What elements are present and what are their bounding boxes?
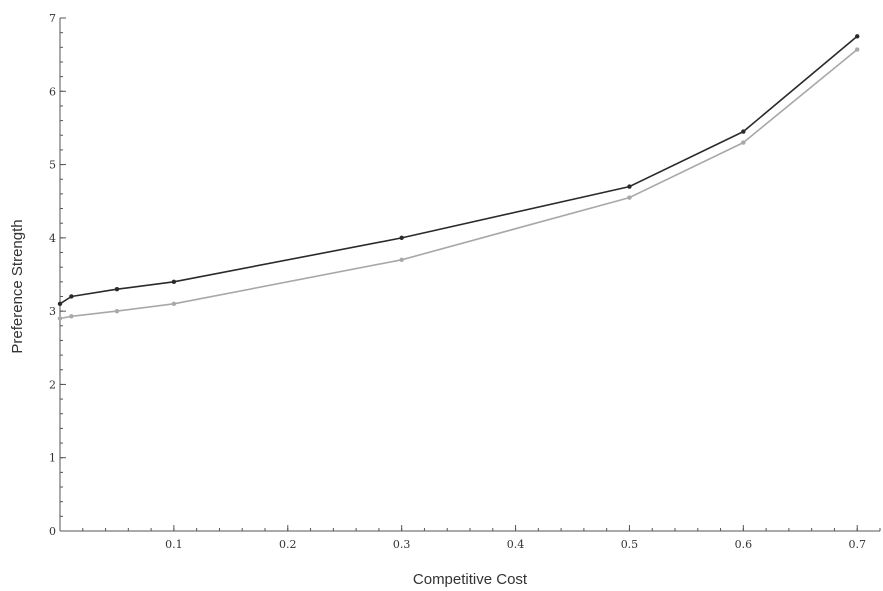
series-2-point: [855, 47, 860, 52]
x-tick-label: 0.5: [621, 538, 639, 551]
series-1-line: [59, 35, 858, 305]
y-tick-label: 1: [49, 452, 56, 465]
series-1: [57, 34, 860, 307]
series-1-point: [741, 129, 746, 134]
series-2-point: [171, 301, 177, 307]
series-1-point: [627, 184, 632, 189]
series-1-point: [69, 294, 74, 299]
y-tick-label: 3: [49, 305, 56, 318]
series-2-point: [57, 316, 63, 321]
x-tick-label: 0.6: [735, 538, 753, 551]
x-axis-title: Competitive Cost: [413, 571, 528, 588]
y-axis-title: Preference Strength: [9, 219, 26, 353]
series-1-point: [114, 286, 120, 292]
x-tick-label: 0.2: [279, 538, 297, 551]
y-tick-label: 2: [49, 378, 56, 391]
series-layer: [57, 34, 860, 321]
series-2-line: [59, 48, 858, 320]
x-tick-label: 0.7: [848, 538, 866, 551]
minor-ticks: [60, 17, 881, 531]
x-tick-group: 0.1 0.2 0.3 0.4 0.5 0.6 0.7: [165, 525, 866, 551]
series-2-point: [399, 257, 404, 263]
series-1-point: [855, 34, 860, 39]
series-1-point: [171, 279, 177, 285]
y-tick-label: 5: [49, 159, 56, 172]
x-tick-label: 0.1: [165, 538, 183, 551]
x-tick-label: 0.3: [393, 538, 411, 551]
series-2: [57, 47, 860, 321]
series-2-point: [69, 314, 74, 319]
y-tick-group: 0 1 2 3 4 5 6 7: [49, 12, 66, 538]
series-2-point: [627, 195, 632, 200]
series-2-point: [114, 308, 120, 314]
x-tick-label: 0.4: [507, 538, 525, 551]
series-1-point: [57, 301, 63, 307]
y-tick-label: 7: [49, 12, 56, 25]
y-tick-label: 0: [49, 525, 56, 538]
y-tick-label: 4: [49, 232, 56, 245]
series-2-point: [741, 140, 746, 145]
series-1-point: [399, 235, 404, 241]
axes: [59, 18, 880, 532]
y-tick-label: 6: [49, 85, 56, 98]
